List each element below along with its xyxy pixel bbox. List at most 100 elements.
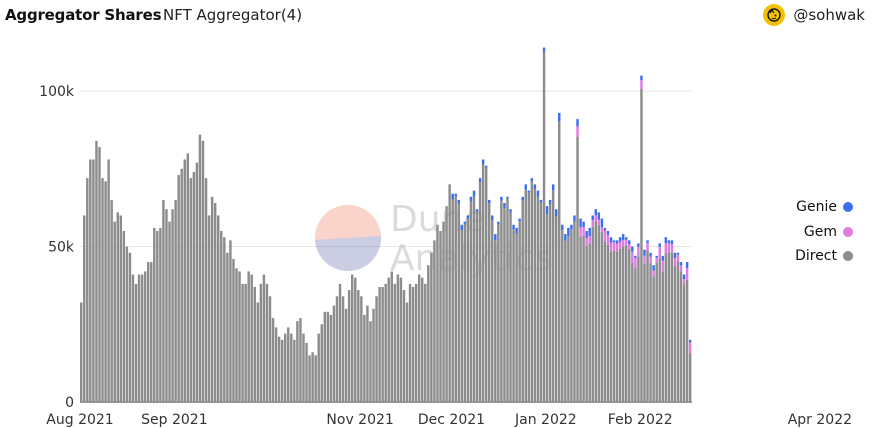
bar-direct — [232, 258, 235, 402]
bar-genie — [548, 199, 552, 205]
bar-genie — [634, 255, 637, 258]
x-tick-label: Feb 2022 — [608, 412, 673, 428]
bar-direct — [156, 231, 159, 402]
bar-genie — [582, 221, 585, 228]
bar-direct — [551, 190, 555, 402]
bar-genie — [561, 224, 564, 231]
bar-genie — [673, 252, 677, 259]
bar-gem — [588, 235, 591, 244]
bar-direct — [682, 284, 686, 402]
bar-direct — [332, 305, 336, 402]
bar-direct — [646, 250, 649, 402]
bar-genie — [564, 234, 567, 241]
bar-genie — [457, 199, 460, 204]
legend-swatch — [843, 226, 853, 237]
bar-direct — [296, 321, 299, 402]
chart-legend: Genie Gem Direct — [793, 195, 853, 269]
chart-header: Aggregator Shares NFT Aggregator(4) @soh… — [0, 0, 875, 30]
watermark-logo-bottom — [315, 236, 382, 272]
bar-genie — [603, 227, 607, 231]
bar-direct — [436, 224, 439, 402]
chart-subtitle: NFT Aggregator(4) — [163, 6, 303, 24]
bar-genie — [682, 274, 686, 280]
bar-direct — [430, 252, 433, 402]
bar-direct — [393, 283, 397, 402]
bar-genie — [527, 190, 531, 193]
bar-direct — [670, 252, 674, 402]
bar-direct — [274, 327, 278, 402]
bar-gem — [634, 257, 637, 269]
legend-item-direct[interactable]: Direct — [793, 244, 853, 269]
bar-direct — [594, 221, 598, 402]
bar-direct — [229, 240, 232, 402]
bar-gem — [652, 270, 655, 277]
bar-direct — [631, 262, 634, 402]
bar-direct — [256, 302, 260, 402]
bar-direct — [357, 290, 360, 402]
bar-direct — [311, 352, 314, 402]
bar-genie — [649, 252, 652, 257]
bar-direct — [661, 271, 664, 402]
bar-direct — [402, 290, 406, 402]
bar-direct — [618, 248, 622, 402]
bar-direct — [634, 268, 637, 402]
bar-direct — [567, 235, 570, 402]
bar-direct — [268, 296, 272, 402]
avatar[interactable] — [763, 4, 786, 26]
bar-gem — [670, 244, 674, 253]
bar-direct — [235, 268, 238, 402]
bar-gem — [594, 215, 598, 222]
bar-direct — [372, 308, 375, 402]
bar-direct — [174, 199, 177, 402]
bar-direct — [548, 204, 552, 402]
bar-direct — [609, 251, 613, 402]
bar-gem — [585, 237, 588, 246]
bar-direct — [667, 252, 671, 402]
bar-genie — [530, 178, 534, 182]
bar-direct — [277, 336, 281, 402]
bar-genie — [460, 224, 464, 231]
bar-direct — [484, 167, 488, 402]
bar-direct — [192, 171, 196, 402]
author-badge[interactable]: @sohwak — [763, 4, 865, 26]
bar-direct — [271, 318, 275, 402]
bar-direct — [606, 244, 610, 402]
bar-genie — [542, 47, 546, 52]
bar-direct — [679, 271, 683, 402]
legend-item-gem[interactable]: Gem — [793, 220, 853, 245]
bar-genie — [628, 240, 631, 245]
bar-gem — [658, 246, 661, 259]
bar-direct — [597, 224, 601, 402]
bar-gem — [673, 258, 677, 266]
bar-direct — [433, 240, 436, 402]
bar-direct — [576, 136, 579, 402]
bar-direct — [290, 333, 293, 402]
bar-genie — [618, 237, 622, 242]
bar-gem — [582, 227, 585, 236]
bar-direct — [460, 230, 464, 402]
bar-direct — [217, 215, 220, 402]
bar-direct — [247, 271, 250, 402]
bar-genie — [594, 209, 598, 216]
bar-direct — [570, 229, 573, 402]
x-tick-label: Sep 2021 — [141, 412, 207, 428]
bar-genie — [533, 184, 537, 189]
bar-direct — [165, 209, 168, 402]
bar-direct — [491, 220, 494, 402]
bar-direct — [591, 226, 594, 402]
bar-direct — [259, 283, 263, 402]
author-name[interactable]: @sohwak — [793, 6, 865, 24]
bar-gem — [618, 241, 622, 249]
bar-genie — [685, 262, 689, 269]
bar-direct — [220, 231, 223, 402]
bar-genie — [521, 196, 524, 201]
legend-item-genie[interactable]: Genie — [793, 195, 853, 220]
bar-direct — [101, 178, 104, 402]
bar-genie — [612, 240, 616, 243]
legend-label: Genie — [796, 199, 837, 216]
bar-direct — [314, 355, 317, 402]
bar-direct — [89, 159, 92, 402]
bar-direct — [305, 342, 308, 402]
bar-direct — [564, 240, 567, 402]
bar-gem — [649, 256, 652, 264]
